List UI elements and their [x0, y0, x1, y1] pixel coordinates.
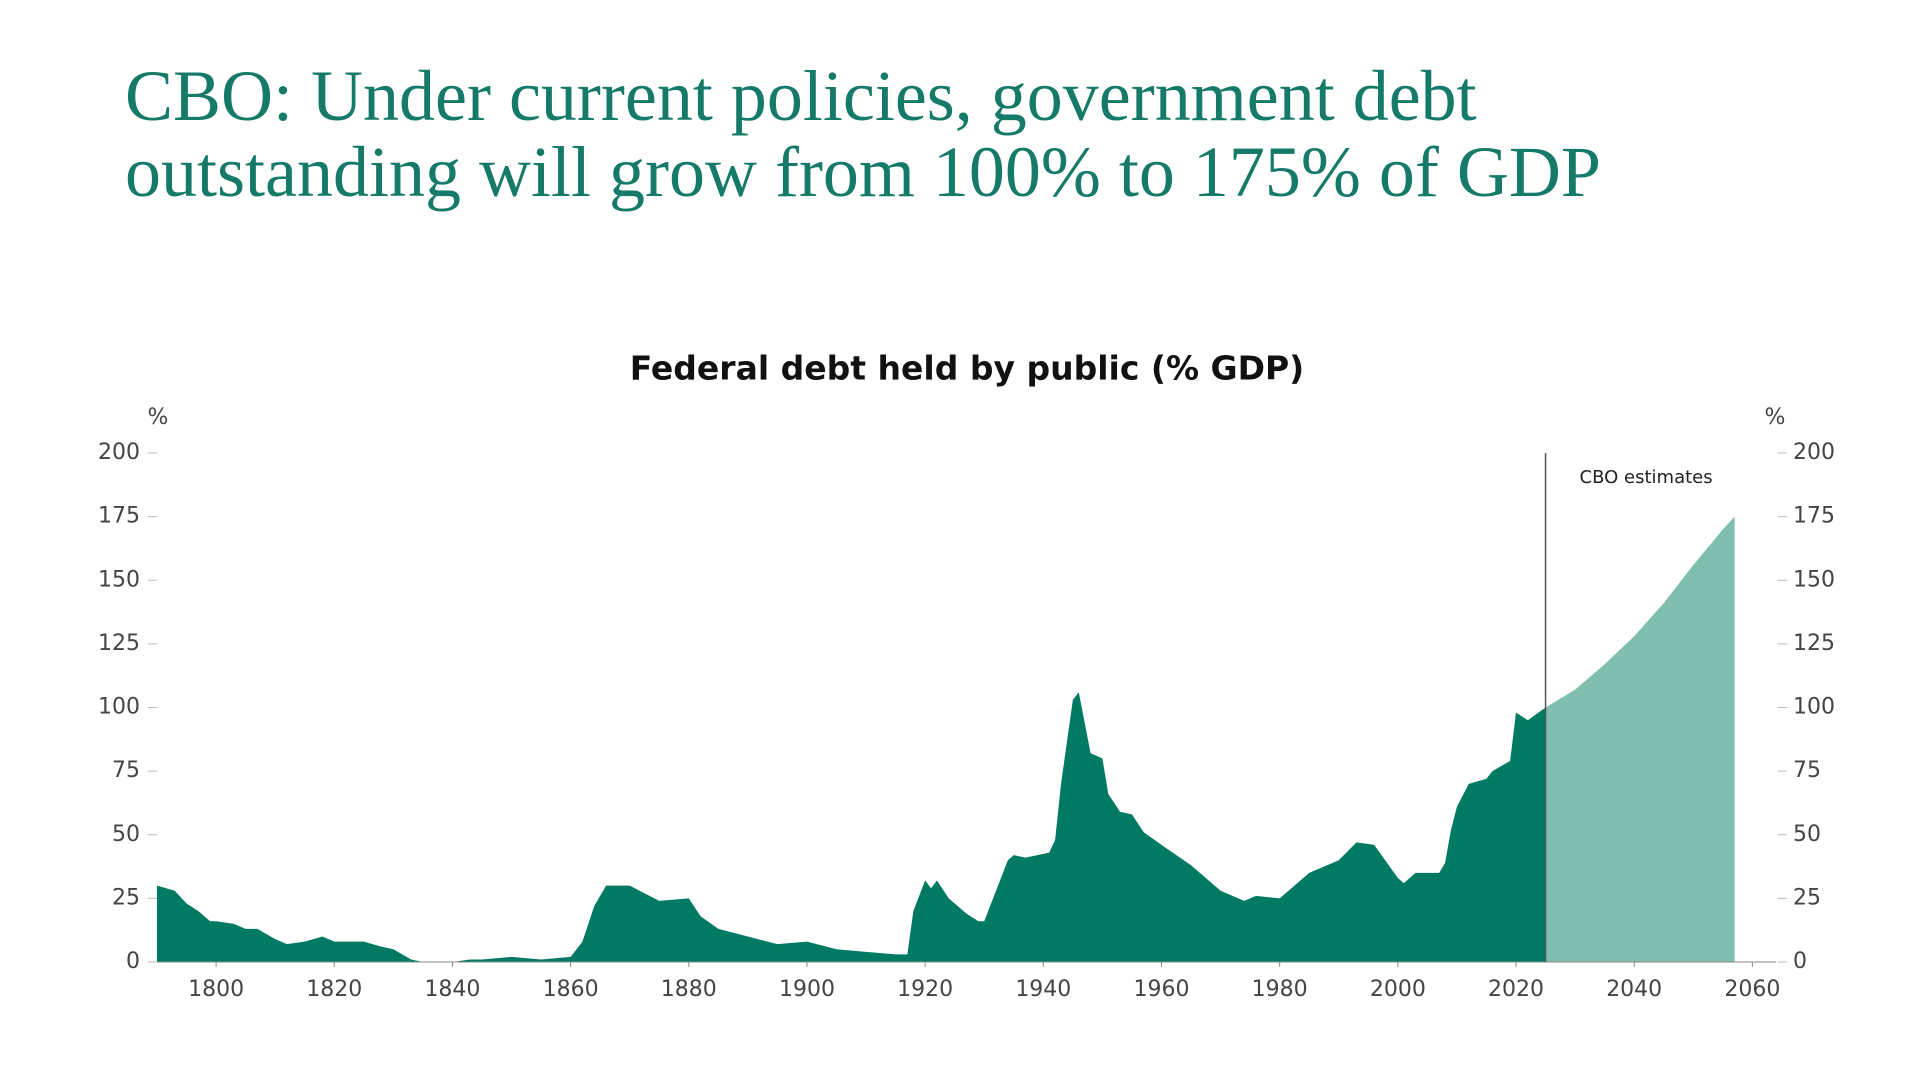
x-tick-label: 2000 [1370, 977, 1426, 1002]
y2-tick-label: 50 [1793, 822, 1821, 847]
annotation-text: CBO estimates [1580, 467, 1713, 488]
x-tick-label: 2020 [1488, 977, 1544, 1002]
x-tick-label: 1920 [897, 977, 953, 1002]
x-tick-label: 1840 [424, 977, 480, 1002]
y-tick-label: 50 [112, 822, 140, 847]
y2-tick-label: 0 [1793, 949, 1807, 974]
x-tick-label: 1960 [1133, 977, 1189, 1002]
y-tick-label: 0 [126, 949, 140, 974]
area [157, 692, 1546, 962]
headline-line: outstanding will grow from 100% to 175% … [125, 132, 1601, 212]
x-tick-label: 1980 [1252, 977, 1308, 1002]
area [1545, 516, 1735, 962]
y2-tick-label: 125 [1793, 631, 1835, 656]
y2-tick-label: 100 [1793, 695, 1835, 720]
y2-tick-label: 25 [1793, 885, 1821, 910]
x-tick-label: 1940 [1015, 977, 1071, 1002]
x-tick-label: 1880 [661, 977, 717, 1002]
chart-title: Federal debt held by public (% GDP) [630, 349, 1305, 388]
y-axis-label: % [148, 405, 169, 430]
y2-tick-label: 175 [1793, 504, 1835, 529]
y2-tick-label: 200 [1793, 440, 1835, 465]
y2-tick-label: 75 [1793, 758, 1821, 783]
x-tick-label: 1800 [188, 977, 244, 1002]
y-tick-label: 200 [98, 440, 140, 465]
headline-line: CBO: Under current policies, government … [125, 56, 1477, 136]
x-tick-label: 2060 [1724, 977, 1780, 1002]
x-tick-label: 1820 [306, 977, 362, 1002]
y2-axis-label: % [1765, 405, 1786, 430]
y2-tick-label: 150 [1793, 567, 1835, 592]
y-tick-label: 175 [98, 504, 140, 529]
y-tick-label: 75 [112, 758, 140, 783]
x-tick-label: 1900 [779, 977, 835, 1002]
x-tick-label: 2040 [1606, 977, 1662, 1002]
x-tick-label: 1860 [543, 977, 599, 1002]
y-tick-label: 150 [98, 567, 140, 592]
y-tick-label: 100 [98, 695, 140, 720]
y-tick-label: 25 [112, 885, 140, 910]
y-tick-label: 125 [98, 631, 140, 656]
